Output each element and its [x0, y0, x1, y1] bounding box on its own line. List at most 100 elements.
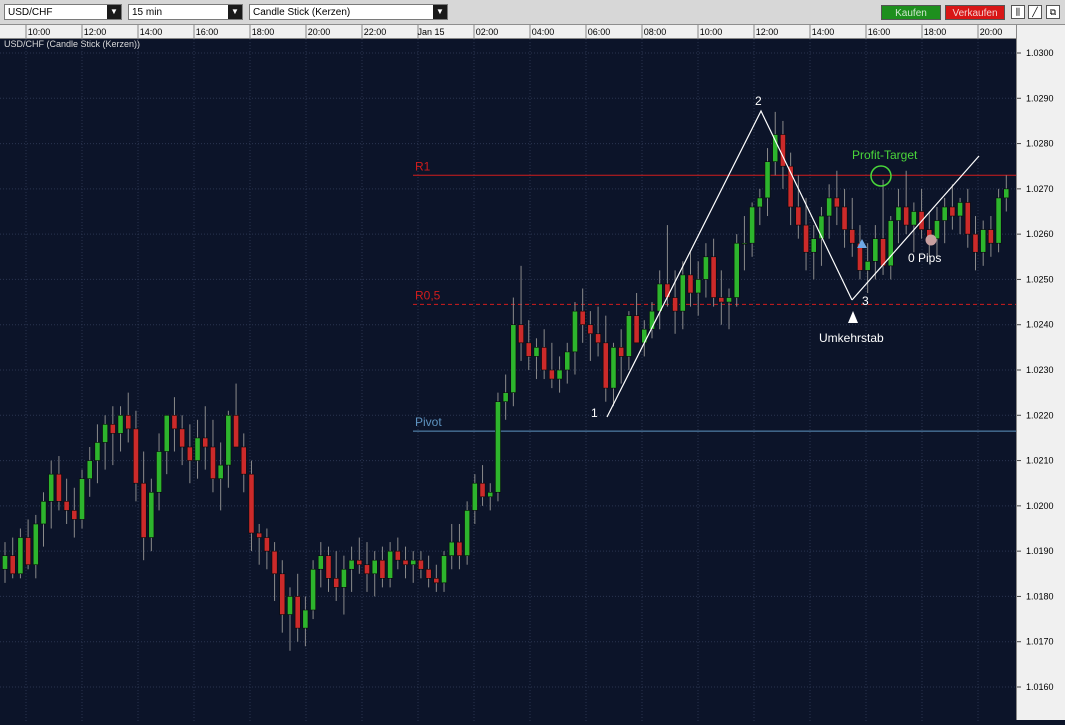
time-tick-label: 20:00	[308, 27, 331, 37]
candle-body	[772, 134, 779, 162]
candle	[310, 560, 316, 620]
interval-dropdown[interactable]: 15 min ▼	[128, 4, 243, 20]
candle-body	[710, 256, 717, 298]
bar-chart-icon[interactable]: ⫼	[1011, 5, 1025, 19]
candlestick-chart[interactable]: R1 R0,5 Pivot 1 2 3 Profit-Target 0 Pips Umkehr…	[0, 39, 1016, 721]
candle	[510, 297, 517, 407]
candle-body	[949, 206, 956, 217]
candle-body	[240, 446, 247, 475]
candle	[471, 474, 478, 524]
candle	[587, 311, 594, 361]
candle-body	[448, 541, 455, 556]
candle-body	[32, 523, 39, 566]
candle-body	[726, 297, 732, 303]
candle-body	[2, 555, 8, 570]
pattern-point-label: 3	[862, 294, 869, 308]
candle-body	[310, 568, 316, 611]
candle-body	[263, 537, 270, 552]
chart-style-dropdown[interactable]: Candle Stick (Kerzen) ▼	[249, 4, 448, 20]
candle	[495, 392, 501, 502]
candle-body	[402, 559, 409, 566]
candle-body	[487, 491, 494, 498]
buy-button[interactable]: Kaufen	[881, 5, 941, 20]
price-tick-label: 1.0210	[1026, 456, 1054, 466]
candle-body	[479, 482, 486, 498]
candle-body	[102, 424, 109, 443]
candle-body	[995, 197, 1002, 244]
candle	[125, 392, 132, 443]
candle	[880, 179, 886, 275]
candle	[456, 523, 463, 570]
price-tick-label: 1.0190	[1026, 546, 1054, 556]
candle-body	[587, 324, 594, 335]
candle-body	[795, 206, 802, 226]
sell-button[interactable]: Verkaufen	[945, 5, 1005, 20]
price-tick-label: 1.0300	[1026, 48, 1054, 58]
symbol-dropdown[interactable]: USD/CHF ▼	[4, 4, 122, 20]
candle-body	[379, 559, 386, 579]
candle-body	[849, 229, 856, 244]
candle-body	[987, 229, 994, 244]
candle-body	[233, 414, 239, 448]
time-axis: 10:00 12:00 14:00 16:00 18:00 20:00 22:00 Jan 1…	[0, 25, 1016, 39]
candle	[564, 342, 571, 384]
candle	[25, 519, 32, 570]
time-axis-labels: 10:00 12:00 14:00 16:00 18:00 20:00 22:00 Jan 1…	[25, 25, 1002, 38]
candle-body	[348, 559, 355, 570]
candle-body	[548, 369, 555, 380]
candle-body	[86, 460, 93, 479]
candle	[502, 374, 509, 420]
candle-body	[579, 310, 586, 326]
candle	[1003, 175, 1010, 212]
price-tick-label: 1.0180	[1026, 591, 1054, 601]
candle-body	[40, 501, 47, 525]
draw-line-icon[interactable]: ╱	[1028, 5, 1042, 19]
reversal-label: Umkehrstab	[819, 331, 884, 345]
candle-body	[71, 510, 78, 520]
candle	[317, 542, 324, 588]
candle-body	[787, 165, 794, 208]
time-tick-label: 22:00	[364, 27, 387, 37]
candle-body	[341, 568, 347, 588]
candle	[240, 433, 247, 493]
candle	[217, 442, 224, 511]
time-tick-label: Jan 15	[417, 27, 444, 37]
candle-body	[718, 297, 725, 303]
time-tick-label: 18:00	[252, 27, 275, 37]
candle	[448, 523, 455, 570]
candle-body	[510, 324, 517, 393]
candle-body	[872, 238, 879, 262]
candle-body	[117, 414, 124, 434]
candle-body	[425, 568, 432, 579]
candle-body	[564, 351, 571, 371]
candle	[872, 225, 879, 280]
candle	[918, 188, 925, 239]
candle-body	[418, 559, 424, 570]
time-tick-label: 16:00	[868, 27, 891, 37]
candle	[525, 320, 532, 370]
candle-body	[394, 550, 401, 561]
profit-target-label: Profit-Target	[852, 148, 918, 162]
candle-body	[194, 437, 201, 461]
candle-body	[610, 347, 617, 389]
pattern-point-label: 2	[755, 94, 762, 108]
chevron-down-icon[interactable]: ▼	[433, 5, 447, 19]
candle-body	[371, 559, 378, 575]
candle-body	[895, 206, 902, 221]
candle	[364, 542, 370, 592]
candle	[225, 410, 232, 488]
chevron-down-icon[interactable]: ▼	[228, 5, 242, 19]
candle	[140, 451, 147, 561]
candle-body	[317, 555, 324, 570]
candle	[487, 483, 494, 511]
candle	[864, 243, 871, 294]
chevron-down-icon[interactable]: ▼	[107, 5, 121, 19]
pattern-line	[606, 109, 853, 418]
detach-window-icon[interactable]: ⧉	[1046, 5, 1060, 19]
candle	[410, 551, 417, 583]
candle-body	[294, 596, 301, 629]
candle	[194, 419, 201, 479]
candle	[934, 206, 940, 257]
price-tick-label: 1.0280	[1026, 139, 1054, 149]
pattern-overlay: 1 2 3 Profit-Target 0 Pips Umkehrstab	[591, 94, 980, 420]
